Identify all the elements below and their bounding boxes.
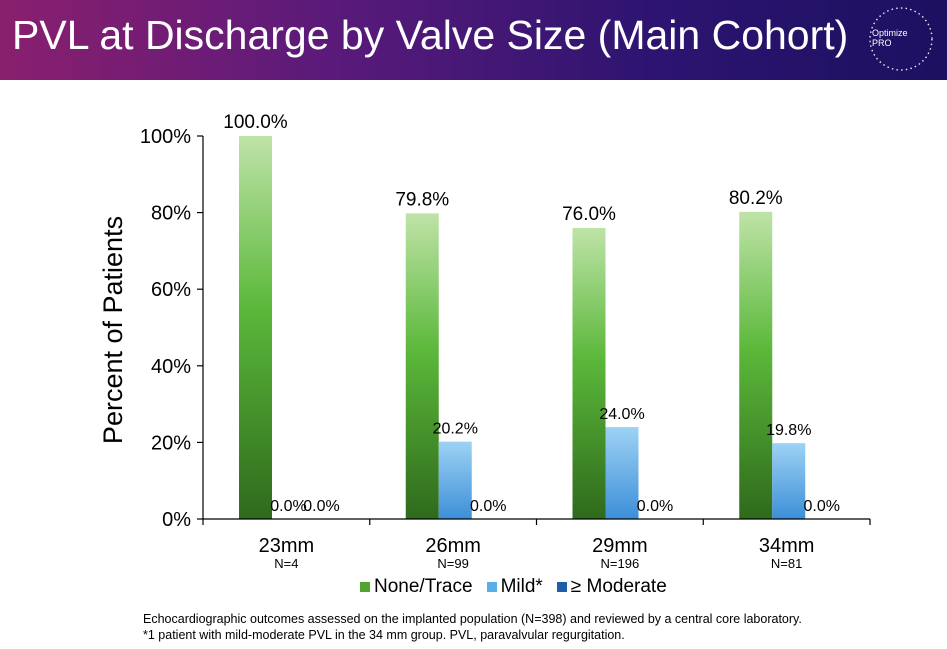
legend-swatch-mild [486, 582, 497, 592]
legend-item-mild: Mild* [486, 576, 543, 598]
legend-swatch-none-trace [360, 582, 370, 592]
bar-none-trace-26mm [405, 213, 439, 519]
chart-legend: None/Trace Mild* ≥ Moderate [360, 576, 681, 598]
x-category-sublabel: N=81 [771, 556, 802, 571]
bar-mild-34mm [772, 443, 806, 519]
data-label-moderate-23mm: 0.0% [303, 498, 339, 515]
data-label-none-trace-23mm: 100.0% [223, 112, 288, 133]
legend-swatch-moderate [556, 582, 567, 592]
bar-mild-29mm [605, 427, 639, 519]
data-label-mild-23mm: 0.0% [270, 498, 306, 515]
y-tick-label: 40% [151, 356, 191, 378]
footnote-line-1: Echocardiographic outcomes assessed on t… [143, 612, 802, 626]
x-category-label: 23mm [259, 535, 315, 557]
x-category-label: 29mm [592, 535, 648, 557]
logo-line-2: PRO [872, 38, 892, 48]
data-label-mild-34mm: 19.8% [766, 422, 811, 439]
data-label-mild-29mm: 24.0% [599, 406, 644, 423]
title-banner: PVL at Discharge by Valve Size (Main Coh… [0, 0, 947, 80]
bar-none-trace-29mm [572, 227, 606, 520]
legend-label-moderate: ≥ Moderate [570, 576, 667, 597]
y-tick-label: 80% [151, 203, 191, 225]
data-label-none-trace-34mm: 80.2% [729, 188, 783, 209]
x-category-label: 26mm [425, 535, 481, 557]
optimize-pro-logo-ring [869, 7, 933, 71]
data-label-moderate-29mm: 0.0% [637, 498, 673, 515]
legend-item-moderate: ≥ Moderate [556, 576, 667, 598]
y-tick-label: 0% [162, 509, 191, 531]
slide-title: PVL at Discharge by Valve Size (Main Coh… [12, 12, 849, 58]
data-label-none-trace-29mm: 76.0% [562, 204, 616, 225]
data-label-mild-26mm: 20.2% [433, 421, 478, 438]
x-category-sublabel: N=4 [274, 556, 298, 571]
legend-item-none-trace: None/Trace [360, 576, 473, 598]
y-tick-label: 100% [140, 126, 191, 148]
x-category-sublabel: N=196 [601, 556, 640, 571]
logo-line-1: Optimize [872, 28, 908, 38]
y-tick-label: 20% [151, 432, 191, 454]
x-category-sublabel: N=99 [437, 556, 468, 571]
bar-none-trace-23mm [239, 136, 272, 519]
bar-none-trace-34mm [739, 211, 773, 520]
x-category-label: 34mm [759, 535, 815, 557]
legend-label-none-trace: None/Trace [374, 576, 473, 597]
footnote-line-2: *1 patient with mild-moderate PVL in the… [143, 628, 625, 642]
legend-label-mild: Mild* [500, 576, 543, 597]
data-label-none-trace-26mm: 79.8% [395, 189, 449, 210]
y-axis-title: Percent of Patients [98, 216, 128, 444]
y-tick-label: 60% [151, 279, 191, 301]
optimize-pro-logo: Optimize PRO [872, 28, 908, 48]
data-label-moderate-26mm: 0.0% [470, 498, 506, 515]
bar-mild-26mm [438, 441, 472, 519]
pvl-bar-chart: 0%20%40%60%80%100% 100.0%0.0%0.0%79.8%20… [98, 112, 871, 571]
data-label-moderate-34mm: 0.0% [804, 498, 840, 515]
